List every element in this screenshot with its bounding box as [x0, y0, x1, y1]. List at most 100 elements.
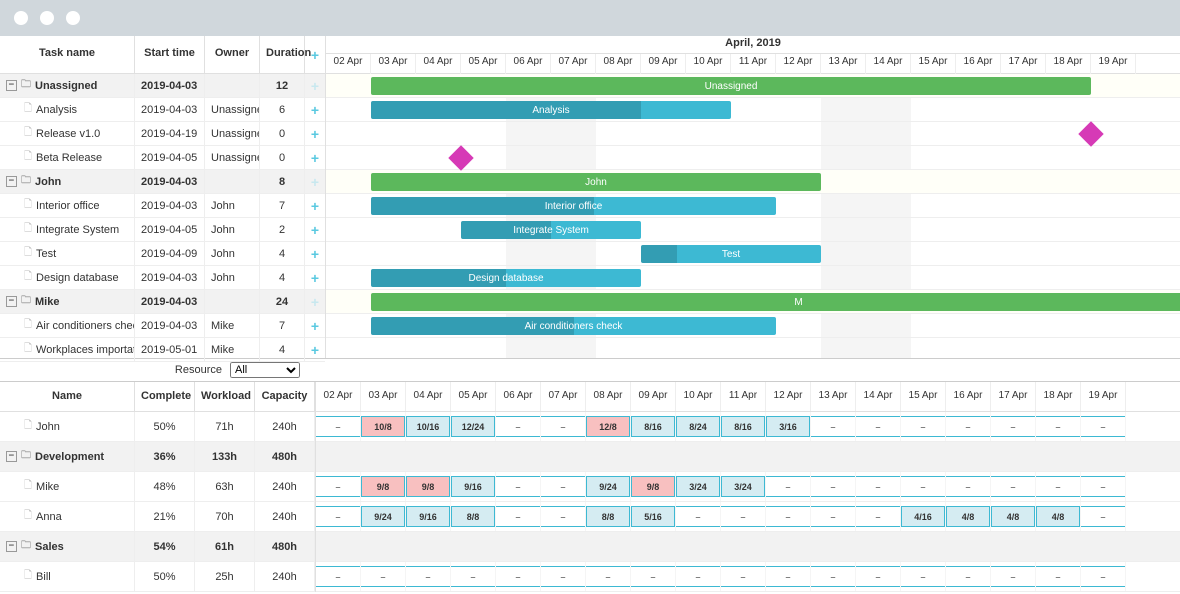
add-task-icon[interactable]: + [305, 150, 325, 166]
workload-cell-empty: – [1081, 412, 1126, 441]
workload-cell[interactable]: 4/8 [991, 502, 1036, 531]
owner-cell: John [205, 266, 260, 289]
gantt-bar[interactable]: Interior office [371, 197, 776, 215]
gantt-bar[interactable]: Design database [371, 269, 641, 287]
resource-row[interactable]: 🗋 Anna 21% 70h 240h [0, 502, 315, 532]
timeline-row [326, 122, 1180, 146]
add-task-icon[interactable]: + [305, 246, 325, 262]
workload-cell[interactable]: 12/24 [451, 412, 496, 441]
add-task-icon[interactable]: + [305, 270, 325, 286]
add-task-icon[interactable]: + [305, 318, 325, 334]
workload-cell[interactable]: 9/8 [361, 472, 406, 501]
capacity-cell: 240h [255, 502, 315, 531]
resource-row[interactable]: 🗋 John 50% 71h 240h [0, 412, 315, 442]
start-cell: 2019-04-09 [135, 242, 205, 265]
day-header: 14 Apr [866, 54, 911, 74]
milestone-marker[interactable] [1078, 121, 1103, 146]
workload-cell-empty: – [946, 472, 991, 501]
gantt-bar[interactable]: John [371, 173, 821, 191]
start-cell: 2019-05-01 [135, 338, 205, 361]
gantt-bar[interactable]: Integrate System [461, 221, 641, 239]
task-row[interactable]: 🗋 Integrate System 2019-04-05 John 2 + [0, 218, 325, 242]
workload-cell-empty: – [901, 412, 946, 441]
resource-filter-select[interactable]: All [230, 362, 300, 378]
day-header: 16 Apr [946, 382, 991, 411]
owner-cell: Mike [205, 314, 260, 337]
workload-cell[interactable]: 9/16 [451, 472, 496, 501]
workload-cell[interactable]: 10/16 [406, 412, 451, 441]
workload-cell[interactable]: 8/16 [721, 412, 766, 441]
task-row[interactable]: −🗀 Mike 2019-04-03 24 + [0, 290, 325, 314]
folder-icon: 🗀 [21, 293, 31, 310]
workload-cell[interactable]: 4/16 [901, 502, 946, 531]
resource-row[interactable]: 🗋 Mike 48% 63h 240h [0, 472, 315, 502]
workload-cell[interactable]: 9/16 [406, 502, 451, 531]
workload-cell[interactable]: 3/24 [676, 472, 721, 501]
workload-cell: 25h [195, 562, 255, 591]
workload-cell[interactable]: 9/8 [631, 472, 676, 501]
task-row[interactable]: 🗋 Design database 2019-04-03 John 4 + [0, 266, 325, 290]
task-row[interactable]: 🗋 Analysis 2019-04-03 Unassigned 6 + [0, 98, 325, 122]
gantt-bar[interactable]: M [371, 293, 1180, 311]
task-row[interactable]: 🗋 Beta Release 2019-04-05 Unassigned 0 + [0, 146, 325, 170]
add-task-icon[interactable]: + [305, 126, 325, 142]
expand-icon[interactable]: − [6, 80, 17, 91]
expand-icon[interactable]: − [6, 541, 17, 552]
resource-row[interactable]: −🗀 Development 36% 133h 480h [0, 442, 315, 472]
gantt-bar[interactable]: Test [641, 245, 821, 263]
workload-cell[interactable]: 8/16 [631, 412, 676, 441]
task-row[interactable]: 🗋 Air conditioners check 2019-04-03 Mike… [0, 314, 325, 338]
start-cell: 2019-04-19 [135, 122, 205, 145]
add-column-icon[interactable]: + [311, 47, 319, 63]
task-row[interactable]: 🗋 Interior office 2019-04-03 John 7 + [0, 194, 325, 218]
gantt-bar[interactable]: Air conditioners check [371, 317, 776, 335]
traffic-light[interactable] [40, 11, 54, 25]
workload-cell[interactable]: 3/16 [766, 412, 811, 441]
resource-timeline-row [316, 532, 1180, 562]
expand-icon[interactable]: − [6, 176, 17, 187]
milestone-marker[interactable] [448, 145, 473, 170]
expand-icon[interactable]: − [6, 451, 17, 462]
traffic-light[interactable] [14, 11, 28, 25]
add-task-icon[interactable]: + [305, 174, 325, 190]
workload-cell[interactable]: 8/24 [676, 412, 721, 441]
task-row[interactable]: −🗀 Unassigned 2019-04-03 12 + [0, 74, 325, 98]
duration-cell: 4 [260, 242, 305, 265]
resource-row[interactable]: −🗀 Sales 54% 61h 480h [0, 532, 315, 562]
workload-cell[interactable]: 9/24 [361, 502, 406, 531]
workload-cell[interactable]: 9/8 [406, 472, 451, 501]
add-task-icon[interactable]: + [305, 294, 325, 310]
filter-label: Resource [175, 364, 222, 376]
resource-row[interactable]: 🗋 Bill 50% 25h 240h [0, 562, 315, 592]
start-cell: 2019-04-03 [135, 74, 205, 97]
workload-cell[interactable]: 9/24 [586, 472, 631, 501]
workload-cell[interactable]: 12/8 [586, 412, 631, 441]
day-header: 15 Apr [901, 382, 946, 411]
workload-cell[interactable]: 10/8 [361, 412, 406, 441]
gantt-bar[interactable]: Analysis [371, 101, 731, 119]
workload-cell[interactable]: 4/8 [946, 502, 991, 531]
add-task-icon[interactable]: + [305, 342, 325, 358]
task-row[interactable]: −🗀 John 2019-04-03 8 + [0, 170, 325, 194]
task-row[interactable]: 🗋 Workplaces importation 2019-05-01 Mike… [0, 338, 325, 362]
day-header: 09 Apr [631, 382, 676, 411]
add-task-icon[interactable]: + [305, 198, 325, 214]
day-header: 04 Apr [406, 382, 451, 411]
workload-cell-empty: – [496, 412, 541, 441]
workload-cell[interactable]: 3/24 [721, 472, 766, 501]
workload-cell[interactable]: 5/16 [631, 502, 676, 531]
traffic-light[interactable] [66, 11, 80, 25]
add-task-icon[interactable]: + [305, 222, 325, 238]
task-row[interactable]: 🗋 Test 2019-04-09 John 4 + [0, 242, 325, 266]
gantt-bar[interactable]: Unassigned [371, 77, 1091, 95]
resource-name-cell: Sales [35, 541, 64, 553]
workload-cell[interactable]: 4/8 [1036, 502, 1081, 531]
start-cell: 2019-04-03 [135, 194, 205, 217]
document-icon: 🗋 [24, 149, 32, 166]
workload-cell[interactable]: 8/8 [451, 502, 496, 531]
add-task-icon[interactable]: + [305, 78, 325, 94]
add-task-icon[interactable]: + [305, 102, 325, 118]
workload-cell[interactable]: 8/8 [586, 502, 631, 531]
task-row[interactable]: 🗋 Release v1.0 2019-04-19 Unassigned 0 + [0, 122, 325, 146]
expand-icon[interactable]: − [6, 296, 17, 307]
